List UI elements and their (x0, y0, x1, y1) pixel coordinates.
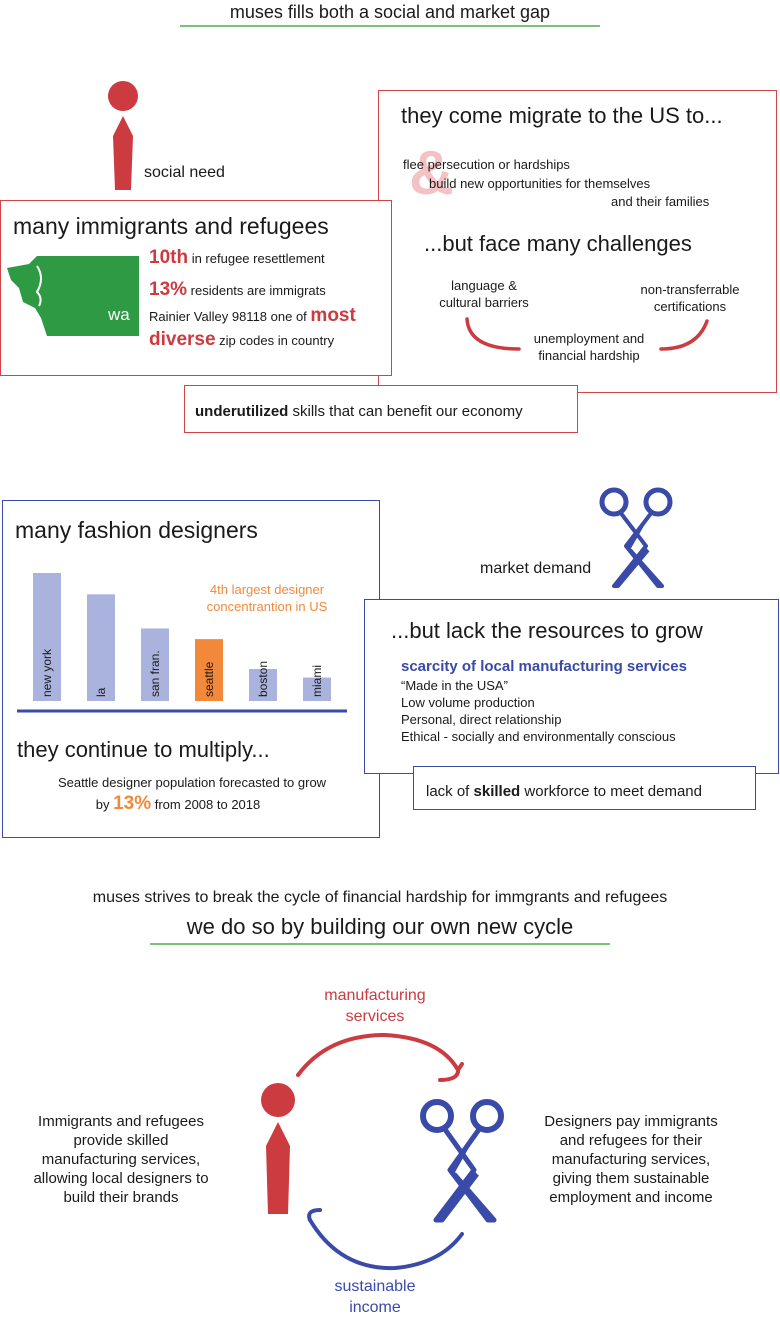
person-icon (108, 81, 138, 190)
scissors-icon (599, 487, 673, 588)
reason-build: build new opportunities for themselves (429, 176, 651, 191)
workforce-box: lack of skilled workforce to meet demand (413, 766, 756, 810)
social-need-label: social need (144, 164, 225, 181)
bar-label: boston (256, 661, 270, 697)
income-label: sustainable income (334, 1278, 416, 1316)
immigrants-title: many immigrants and refugees (13, 213, 329, 239)
cycle-right-text: Designers pay immigrants and refugees fo… (544, 1113, 718, 1206)
workforce-bold: skilled (473, 783, 521, 800)
cycle-heading: we do so by building our own new cycle (186, 914, 574, 939)
stat-refugee-value: 10th (149, 247, 189, 268)
cycle-underline (150, 943, 610, 945)
underutilized-box: underutilized skills that can benefit ou… (184, 385, 578, 433)
designer-bar-chart: new york la san fran. seattle boston miami (17, 573, 347, 713)
challenges-arc (465, 317, 709, 351)
workforce-text-b: workforce to meet demand (524, 783, 702, 800)
stat-diverse-value-a: most (310, 305, 356, 326)
bar-boston (249, 669, 277, 701)
reason-families: and their families (611, 194, 710, 209)
manufacturing-label: manufacturing services (324, 987, 426, 1025)
migrate-box: they come migrate to the US to... & flee… (378, 90, 777, 393)
cycle-person-icon (261, 1083, 295, 1214)
resources-item: Low volume production (401, 695, 535, 710)
ampersand-icon: & (409, 139, 454, 208)
bar-la (87, 594, 115, 701)
market-demand-label: market demand (480, 560, 592, 577)
resources-item: Personal, direct relationship (401, 712, 562, 727)
resources-item: “Made in the USA” (401, 678, 508, 693)
stat-immigrants-value: 13% (149, 279, 188, 300)
reason-flee: flee persecution or hardships (403, 157, 570, 172)
stat-diverse-value-b: diverse (149, 329, 216, 350)
cycle-scissors-icon (420, 1099, 504, 1223)
underutilized-bold: underutilized (195, 403, 289, 420)
bar-label: la (94, 687, 108, 697)
bar-san-fran (141, 628, 169, 701)
bar-miami (303, 677, 331, 701)
cycle-arrows (296, 1032, 464, 1271)
stat-diverse-line1: Rainier Valley 98118 one of most (149, 305, 356, 327)
forecast-line2: by 13% from 2008 to 2018 (3, 793, 353, 815)
migrate-title: they come migrate to the US to... (401, 103, 723, 128)
stat-diverse-text-a: Rainier Valley 98118 one of (149, 309, 307, 324)
title-underline (180, 25, 600, 27)
cycle-intro: muses strives to break the cycle of fina… (92, 889, 668, 906)
designers-title: many fashion designers (15, 517, 258, 543)
bar-seattle (195, 639, 223, 701)
washington-map-icon (7, 256, 139, 336)
forecast-by: by (95, 797, 110, 812)
forecast-value: 13% (113, 793, 152, 814)
stat-diverse-text-b: zip codes in country (219, 333, 335, 348)
resources-title: ...but lack the resources to grow (391, 618, 703, 643)
cycle-left-text: Immigrants and refugees provide skilled … (33, 1113, 209, 1206)
seattle-annotation: 4th largest designer concentrantion in U… (206, 582, 328, 614)
stat-refugee-text: in refugee resettlement (191, 251, 325, 266)
forecast-line1: Seattle designer population forecasted t… (57, 775, 327, 790)
multiply-title: they continue to multiply... (17, 737, 270, 762)
wa-label: wa (108, 305, 130, 324)
challenge-unemployment: unemployment and financial hardship (533, 331, 645, 363)
stat-immigrants-text: residents are immigrats (190, 283, 326, 298)
challenge-language: language & cultural barriers (439, 278, 529, 310)
stat-refugee: 10th in refugee resettlement (149, 247, 325, 269)
immigrants-box: many immigrants and refugees wa 10th in … (0, 200, 392, 376)
page-title: muses fills both a social and market gap (229, 2, 551, 22)
bar-label: miami (310, 665, 324, 697)
designers-box: many fashion designers 4th largest desig… (2, 500, 380, 838)
forecast-period: from 2008 to 2018 (154, 797, 261, 812)
bar-new-york (33, 573, 61, 701)
workforce-text-a: lack of (426, 783, 470, 800)
underutilized-rest: skills that can benefit our economy (292, 403, 523, 420)
scarcity-heading: scarcity of local manufacturing services (401, 658, 687, 675)
challenge-certifications: non-transferrable certifications (640, 282, 740, 314)
stat-immigrants: 13% residents are immigrats (149, 279, 326, 301)
resources-box: ...but lack the resources to grow scarci… (364, 599, 779, 774)
challenges-title: ...but face many challenges (424, 231, 692, 256)
bar-label: new york (40, 648, 54, 697)
resources-item: Ethical - socially and environmentally c… (401, 729, 676, 744)
bar-label: seattle (202, 661, 216, 697)
bar-label: san fran. (148, 650, 162, 697)
stat-diverse-line2: diverse zip codes in country (149, 329, 334, 351)
